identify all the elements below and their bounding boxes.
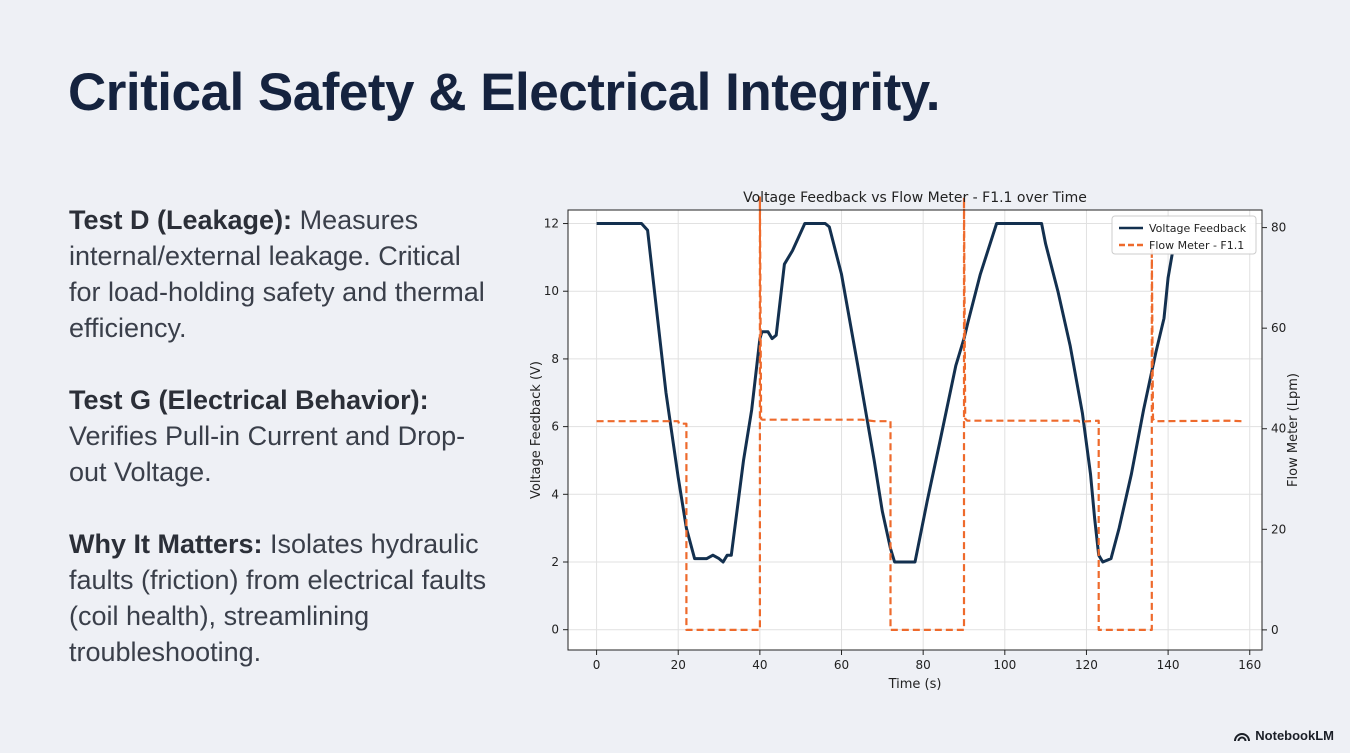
bullet-list: Test D (Leakage): Measures internal/exte… (69, 202, 489, 706)
bullet-heading: Test D (Leakage): (69, 205, 293, 235)
bullet-test-g: Test G (Electrical Behavior): Verifies P… (69, 382, 489, 490)
x-tick-label: 60 (834, 658, 849, 672)
y2-tick-label: 0 (1271, 623, 1279, 637)
legend-label: Voltage Feedback (1149, 222, 1247, 235)
brand-name: NotebookLM (1255, 728, 1334, 743)
y-tick-label: 10 (544, 284, 559, 298)
y-tick-label: 0 (551, 623, 559, 637)
y2-tick-label: 60 (1271, 321, 1286, 335)
x-tick-label: 120 (1075, 658, 1098, 672)
y-tick-label: 8 (551, 352, 559, 366)
chart-title: Voltage Feedback vs Flow Meter - F1.1 ov… (743, 190, 1087, 206)
y-tick-label: 6 (551, 420, 559, 434)
y-axis-label: Voltage Feedback (V) (529, 361, 544, 499)
y2-axis-label: Flow Meter (Lpm) (1286, 373, 1301, 487)
series-line-flow-meter (596, 196, 1242, 631)
y2-tick-label: 20 (1271, 522, 1286, 536)
brand-logo: NotebookLM (1234, 728, 1334, 743)
y2-tick-label: 80 (1271, 221, 1286, 235)
y-tick-label: 12 (544, 217, 559, 231)
bullet-text: Measures internal/external leakage. Crit… (69, 205, 485, 343)
x-tick-label: 0 (593, 658, 601, 672)
dual-axis-line-chart: 0 20 40 60 80 100 120 140 160024681012020406080V… (529, 190, 1301, 692)
y-tick-label: 4 (551, 487, 559, 501)
bullet-heading: Test G (Electrical Behavior): (69, 385, 429, 415)
plot-area (568, 210, 1262, 650)
legend-label: Flow Meter - F1.1 (1149, 239, 1244, 252)
bullet-test-d: Test D (Leakage): Measures internal/exte… (69, 202, 489, 346)
chart-container: 0 20 40 60 80 100 120 140 160 0 2 4 6 8 10 12 0 20 40 60 80 V… (520, 182, 1310, 698)
bullet-text: Isolates hydraulic faults (friction) fro… (69, 529, 487, 667)
bullet-why-it-matters: Why It Matters: Isolates hydraulic fault… (69, 526, 489, 670)
x-axis-label: Time (s) (888, 677, 942, 692)
x-tick-label: 40 (752, 658, 767, 672)
legend-box (1111, 215, 1257, 255)
y2-tick-label: 40 (1271, 422, 1286, 436)
slide-title: Critical Safety & Electrical Integrity. (68, 63, 941, 122)
x-tick-label: 80 (916, 658, 931, 672)
notebooklm-icon (1234, 732, 1251, 741)
x-tick-label: 160 (1238, 658, 1261, 672)
y-tick-label: 2 (551, 555, 559, 569)
x-tick-label: 20 (671, 658, 686, 672)
x-tick-label: 100 (993, 658, 1016, 672)
series-line-voltage-feedback (596, 222, 1174, 564)
plot-frame (567, 209, 1263, 651)
x-tick-label: 140 (1157, 658, 1180, 672)
bullet-heading: Why It Matters: (69, 529, 263, 559)
bullet-text: Verifies Pull-in Current and Drop-out Vo… (69, 421, 466, 487)
